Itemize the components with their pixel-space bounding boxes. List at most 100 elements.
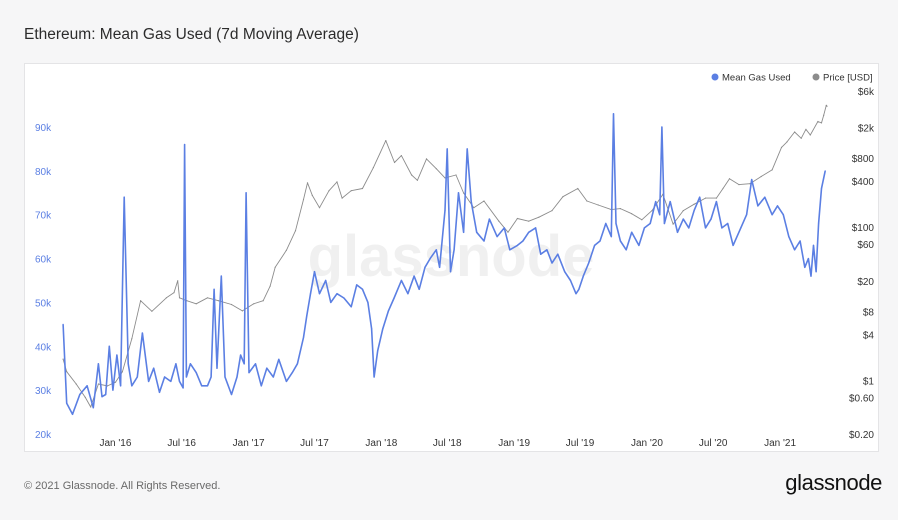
gas-series-line-point xyxy=(782,214,784,216)
y-right-tick-label: $2k xyxy=(858,124,875,135)
price-series-line-point xyxy=(75,383,77,385)
x-tick-label: Jul '20 xyxy=(699,438,728,449)
price-series-line-point xyxy=(217,300,219,302)
y-right-tick-label: $100 xyxy=(852,223,875,234)
gas-series-line-point xyxy=(804,266,806,268)
gas-series-line-point xyxy=(528,231,530,233)
gas-series-line-point xyxy=(669,201,671,203)
price-series-line-point xyxy=(577,187,579,190)
price-series-line-point xyxy=(562,196,564,198)
price-series-line-point xyxy=(230,303,233,306)
price-series-line-point xyxy=(173,292,175,294)
price-series-line-point xyxy=(425,158,428,160)
gas-series-line-point xyxy=(564,271,566,273)
gas-series-line-point xyxy=(189,363,191,365)
gas-series-line-point xyxy=(435,249,437,251)
gas-series-line-point xyxy=(794,249,796,251)
gas-series-line-point xyxy=(751,179,753,181)
gas-series-line-point xyxy=(185,376,187,378)
gas-series-line-point xyxy=(123,196,125,198)
x-tick-label: Jul '19 xyxy=(566,438,595,449)
legend-price-marker xyxy=(812,73,820,81)
y-left-tick-label: 80k xyxy=(35,167,52,178)
gas-series-line-point xyxy=(373,376,375,378)
gas-series-line-point xyxy=(210,376,212,378)
y-left-tick-label: 60k xyxy=(35,255,52,266)
price-series-line-point xyxy=(400,155,402,157)
price-series-line-point xyxy=(760,175,762,178)
gas-series-line-point xyxy=(195,372,197,374)
gas-series-line-point xyxy=(619,240,622,242)
price-series-line-point xyxy=(385,140,387,142)
x-tick-label: Jan '16 xyxy=(100,438,132,449)
gas-series-line-point xyxy=(444,209,446,211)
legend-price-label: Price [USD] xyxy=(823,73,873,84)
gas-series-line-point xyxy=(302,336,305,339)
price-series-line-point xyxy=(274,266,276,268)
gas-series-line-point xyxy=(599,240,601,242)
gas-series-line-point xyxy=(240,354,242,356)
price-series-line-point xyxy=(341,197,343,199)
gas-series-line-point xyxy=(377,350,379,352)
gas-series-line-point xyxy=(184,143,186,146)
price-series-line-point xyxy=(498,220,500,222)
gas-series-line-point xyxy=(330,301,332,303)
price-series-line-point xyxy=(66,371,68,373)
gas-series-line-point xyxy=(732,244,734,246)
gas-series-line-point xyxy=(254,363,257,365)
price-series-line-point xyxy=(306,182,309,184)
gas-series-line-point xyxy=(148,380,150,382)
gas-series-line-point xyxy=(343,297,345,299)
price-series-line-point xyxy=(825,104,827,106)
price-series-line-point xyxy=(651,210,653,212)
gas-series-line-point xyxy=(710,218,712,220)
y-left-tick-label: 20k xyxy=(35,430,52,441)
brand-logo[interactable]: glassnode xyxy=(785,470,882,495)
price-series-line-point xyxy=(826,105,828,107)
gas-series-line-point xyxy=(248,372,250,374)
price-series-line-point xyxy=(121,371,123,373)
gas-series-line-point xyxy=(278,358,280,360)
gas-price-chart[interactable]: glassnode 20k 30k 40k 50k 60k 70k 80k 90k $0.20 $… xyxy=(25,64,878,451)
gas-series-line-point xyxy=(260,385,262,387)
gas-series-line-point xyxy=(746,214,748,216)
gas-series-line-point xyxy=(158,391,161,393)
gas-series-line-point xyxy=(740,227,742,229)
price-series-line-point xyxy=(800,137,802,139)
price-series-line-point xyxy=(285,249,287,251)
price-series-line-point xyxy=(528,220,530,222)
gas-series-line-point xyxy=(108,345,110,347)
gas-series-line-point xyxy=(387,310,389,312)
gas-series-line-point xyxy=(309,293,312,295)
price-series-line-point xyxy=(619,208,622,210)
gas-series-line-point xyxy=(66,402,68,404)
price-series-line-point xyxy=(809,134,811,136)
gas-series-line-point xyxy=(393,297,395,299)
gas-series-line-point xyxy=(818,222,820,225)
gas-series-line-point xyxy=(682,218,684,220)
price-series-line-point xyxy=(780,146,783,148)
watermark-text: glassnode xyxy=(308,224,595,289)
gas-series-line-point xyxy=(643,227,646,229)
gas-series-line-point xyxy=(663,222,666,225)
gas-series-line-point xyxy=(688,227,690,229)
gas-series-line-point xyxy=(715,201,718,203)
gas-series-line-point xyxy=(661,126,663,128)
gas-series-line-point xyxy=(496,236,498,238)
price-series-line-point xyxy=(393,161,396,164)
gas-series-line-point xyxy=(296,363,298,365)
price-series-line-point xyxy=(178,297,181,299)
price-series-line-point xyxy=(62,358,64,360)
price-series-line-point xyxy=(328,190,330,192)
gas-series-line-point xyxy=(551,262,553,264)
gas-series-line-point xyxy=(439,266,441,268)
gas-series-line-point xyxy=(535,227,537,229)
price-series-line-point xyxy=(140,300,142,302)
gas-series-line-point xyxy=(453,249,455,251)
price-series-line-point xyxy=(177,280,179,282)
gas-series-line-point xyxy=(371,328,373,330)
price-series-line-point xyxy=(704,197,707,199)
gas-series-line-point xyxy=(466,148,468,150)
gas-series-line-point xyxy=(220,275,222,277)
y-right-tick-label: $400 xyxy=(852,177,875,188)
